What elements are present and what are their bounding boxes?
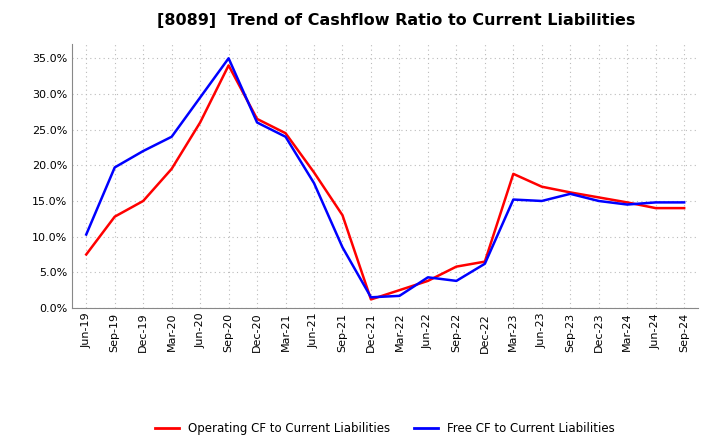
Text: [8089]  Trend of Cashflow Ratio to Current Liabilities: [8089] Trend of Cashflow Ratio to Curren… [157, 13, 635, 28]
Legend: Operating CF to Current Liabilities, Free CF to Current Liabilities: Operating CF to Current Liabilities, Fre… [150, 417, 620, 440]
